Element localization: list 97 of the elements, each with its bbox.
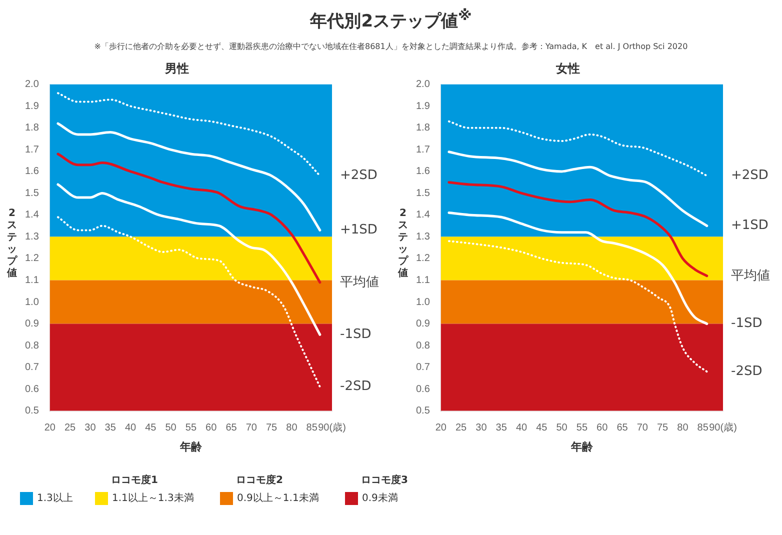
line-series	[56, 216, 321, 388]
line-series	[448, 150, 708, 228]
y-tick-label: 2.0	[24, 79, 40, 90]
x-tick-label: 25	[455, 422, 468, 434]
x-tick-label: 55	[576, 422, 588, 434]
y-tick-label: 1.0	[24, 296, 40, 308]
y-tick-label: 0.8	[24, 340, 40, 352]
x-tick-label: 90(歳)	[709, 422, 737, 434]
line-series	[448, 120, 708, 177]
text: ロコモ度2	[236, 473, 283, 487]
y-tick-label: 1.3	[416, 231, 430, 242]
x-tick-label: 60	[596, 422, 608, 434]
text: ロコモ度3	[361, 473, 408, 487]
y-tick-label: 0.6	[24, 384, 40, 395]
y-tick-label: 1.4	[24, 210, 40, 221]
y-tick-label: 0.7	[416, 362, 430, 374]
x-tick-label: 80	[677, 422, 689, 434]
y-tick-label: 1.8	[416, 122, 430, 134]
x-tick-label: 55	[185, 422, 197, 434]
y-tick-label: 1.1	[24, 274, 40, 286]
x-tick-label: 40	[124, 422, 136, 434]
y-tick-label: 1.2	[24, 253, 40, 264]
x-tick-label: 45	[145, 422, 157, 434]
y-tick-label: 1.9	[24, 100, 40, 112]
x-tick-label: 70	[636, 422, 648, 434]
y-tick-label: 0.7	[24, 362, 40, 374]
line-series	[56, 122, 322, 232]
x-tick-label: 35	[496, 422, 508, 434]
chart-title: 男性	[164, 62, 189, 76]
x-tick-label: 50	[165, 422, 177, 434]
line-series	[56, 152, 322, 284]
y-tick-label: 0.9	[416, 318, 430, 330]
y-tick-label: 1.4	[416, 210, 430, 221]
series-label: +1SD	[340, 222, 378, 238]
x-tick-label: 75	[266, 422, 278, 434]
x-axis-title: 年齢	[178, 440, 203, 454]
series-label: -2SD	[731, 364, 762, 380]
legend-label: 0.9以上～1.1未満	[237, 492, 319, 505]
x-tick-label: 60	[206, 422, 218, 434]
x-tick-label: 85	[306, 422, 318, 434]
series-label: +2SD	[731, 168, 768, 184]
line-series	[56, 183, 322, 336]
y-tick-label: 1.6	[416, 166, 430, 178]
x-tick-label: 35	[104, 422, 116, 434]
y-tick-label: 1.9	[416, 100, 430, 112]
y-tick-label: 2.0	[416, 79, 430, 90]
x-tick-label: 80	[286, 422, 298, 434]
x-axis-title: 年齢	[570, 440, 594, 454]
y-tick-label: 1.7	[24, 144, 40, 156]
y-tick-label: 1.1	[416, 274, 430, 286]
y-axis-title: 2ステップ値	[397, 208, 409, 280]
y-tick-label: 1.8	[24, 122, 40, 134]
x-tick-label: 70	[246, 422, 258, 434]
line-series	[448, 181, 708, 278]
series-label: +1SD	[731, 218, 768, 234]
x-tick-label: 20	[435, 422, 447, 434]
y-tick-label: 0.9	[24, 318, 40, 330]
line-series	[56, 92, 321, 177]
legend-label: 1.1以上～1.3未満	[112, 492, 194, 505]
y-axis-title: 2ステップ値	[6, 208, 18, 280]
line-series	[448, 240, 708, 373]
x-tick-label: 75	[656, 422, 669, 434]
series-label: -1SD	[731, 316, 762, 332]
x-tick-label: 85	[697, 422, 709, 434]
series-label: -2SD	[340, 379, 372, 394]
x-tick-label: 45	[536, 422, 548, 434]
x-tick-label: 50	[556, 422, 568, 434]
x-tick-label: 65	[616, 422, 628, 434]
series-label: +2SD	[340, 168, 378, 184]
legend-label: 0.9未満	[362, 492, 398, 505]
y-tick-label: 1.2	[416, 253, 430, 264]
text: ※「歩行に他者の介助を必要とせず、運動器疾患の治療中でない地域在住者8681人」を対象とした調査結果より作成。参考：Yamada, K et al. J Orthop Sci 2020	[93, 40, 689, 52]
x-tick-label: 20	[44, 422, 56, 434]
series-label: -1SD	[340, 327, 372, 342]
y-tick-label: 0.5	[416, 406, 430, 417]
x-tick-label: 30	[84, 422, 96, 434]
y-tick-label: 1.3	[24, 231, 40, 242]
y-tick-label: 0.8	[416, 340, 430, 352]
series-label: 平均値	[340, 274, 379, 290]
legend-label: 1.3以上	[37, 492, 73, 505]
y-tick-label: 1.5	[416, 188, 430, 199]
x-tick-label: 90(歳)	[318, 422, 346, 434]
x-tick-label: 25	[64, 422, 76, 434]
x-tick-label: 65	[226, 422, 238, 434]
y-tick-label: 1.6	[24, 166, 40, 178]
y-tick-label: 1.0	[416, 296, 430, 308]
line-series	[448, 212, 708, 326]
y-tick-label: 0.5	[24, 406, 40, 417]
chart-title: 女性	[555, 62, 580, 76]
series-label: 平均値	[731, 268, 770, 284]
text: ロコモ度1	[111, 473, 158, 487]
y-tick-label: 1.7	[416, 144, 430, 156]
x-tick-label: 30	[476, 422, 488, 434]
y-tick-label: 1.5	[24, 188, 40, 199]
x-tick-label: 40	[516, 422, 528, 434]
text: 年代別2ステップ値$^{※}$	[308, 8, 473, 33]
y-tick-label: 0.6	[416, 384, 430, 395]
